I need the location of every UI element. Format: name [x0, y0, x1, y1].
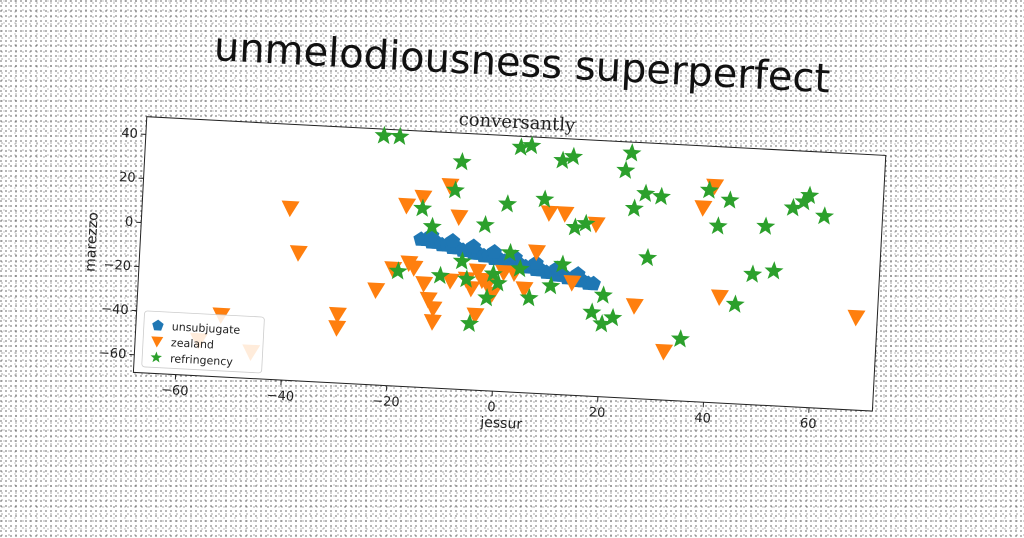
- x-tick-label: 60: [800, 416, 817, 432]
- legend-label-zealand: zealand: [171, 336, 215, 351]
- y-tick-label: −20: [103, 258, 131, 274]
- x-tick-label: −20: [372, 394, 400, 410]
- y-tick-label: 0: [125, 215, 134, 230]
- y-tick-label: 40: [121, 126, 138, 142]
- x-tick-label: 0: [487, 400, 496, 415]
- x-axis-label: jessur: [479, 415, 523, 433]
- y-tick-label: −60: [99, 346, 127, 362]
- y-tick-label: −40: [101, 302, 129, 318]
- y-tick-label: 20: [119, 170, 136, 186]
- x-tick-label: −40: [266, 388, 294, 404]
- x-tick-label: 40: [694, 411, 711, 427]
- x-tick-label: 20: [588, 405, 605, 421]
- y-axis-label: marezzo: [83, 212, 102, 272]
- x-tick-label: −60: [161, 383, 189, 399]
- chart-title: conversantly: [458, 109, 576, 136]
